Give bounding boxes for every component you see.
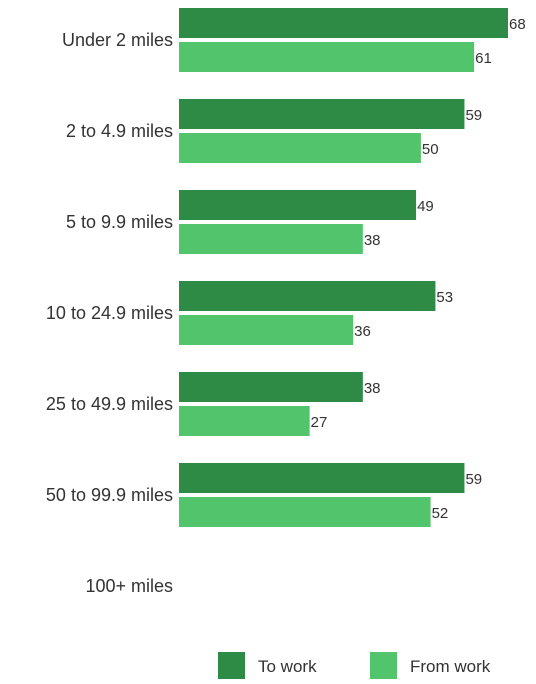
legend-label-from-work: From work [410,657,491,676]
bar-from-work-under-2-miles [179,42,475,72]
bar-to-work-50-to-99-9-miles [179,463,465,493]
legend: To work From work [218,652,491,679]
value-label-to-work-2-to-4-9-miles: 59 [465,107,482,124]
value-label-from-work-under-2-miles: 61 [475,50,492,67]
value-label-to-work-5-to-9-9-miles: 49 [417,198,434,215]
bar-to-work-5-to-9-9-miles [179,190,417,220]
legend-swatch-from-work [370,652,397,679]
category-label-50-to-99-9-miles: 50 to 99.9 miles [46,485,173,505]
category-label-10-to-24-9-miles: 10 to 24.9 miles [46,303,173,323]
value-label-to-work-under-2-miles: 68 [509,16,526,33]
legend-label-to-work: To work [258,657,317,676]
legend-item-from-work: From work [370,652,491,679]
category-label-100-plus-miles: 100+ miles [85,576,173,596]
bar-from-work-2-to-4-9-miles [179,133,421,163]
value-label-from-work-10-to-24-9-miles: 36 [354,323,371,340]
value-label-to-work-25-to-49-9-miles: 38 [364,380,381,397]
labels-layer: Under 2 miles 68 61 2 to 4.9 miles 59 50 5 to … [46,16,526,596]
value-label-to-work-50-to-99-9-miles: 59 [465,471,482,488]
category-label-5-to-9-9-miles: 5 to 9.9 miles [66,212,173,232]
bar-to-work-under-2-miles [179,8,508,38]
category-label-under-2-miles: Under 2 miles [62,30,173,50]
category-label-25-to-49-9-miles: 25 to 49.9 miles [46,394,173,414]
value-label-from-work-2-to-4-9-miles: 50 [422,141,439,158]
value-label-from-work-25-to-49-9-miles: 27 [311,414,328,431]
category-label-2-to-4-9-miles: 2 to 4.9 miles [66,121,173,141]
bar-from-work-10-to-24-9-miles [179,315,354,345]
bar-from-work-5-to-9-9-miles [179,224,363,254]
bar-from-work-25-to-49-9-miles [179,406,310,436]
bar-from-work-50-to-99-9-miles [179,497,431,527]
bar-to-work-25-to-49-9-miles [179,372,363,402]
value-label-from-work-5-to-9-9-miles: 38 [364,232,381,249]
value-label-from-work-50-to-99-9-miles: 52 [432,505,449,522]
legend-item-to-work: To work [218,652,317,679]
bar-to-work-10-to-24-9-miles [179,281,436,311]
legend-swatch-to-work [218,652,245,679]
bar-to-work-2-to-4-9-miles [179,99,465,129]
value-label-to-work-10-to-24-9-miles: 53 [436,289,453,306]
bars-layer [179,8,508,527]
